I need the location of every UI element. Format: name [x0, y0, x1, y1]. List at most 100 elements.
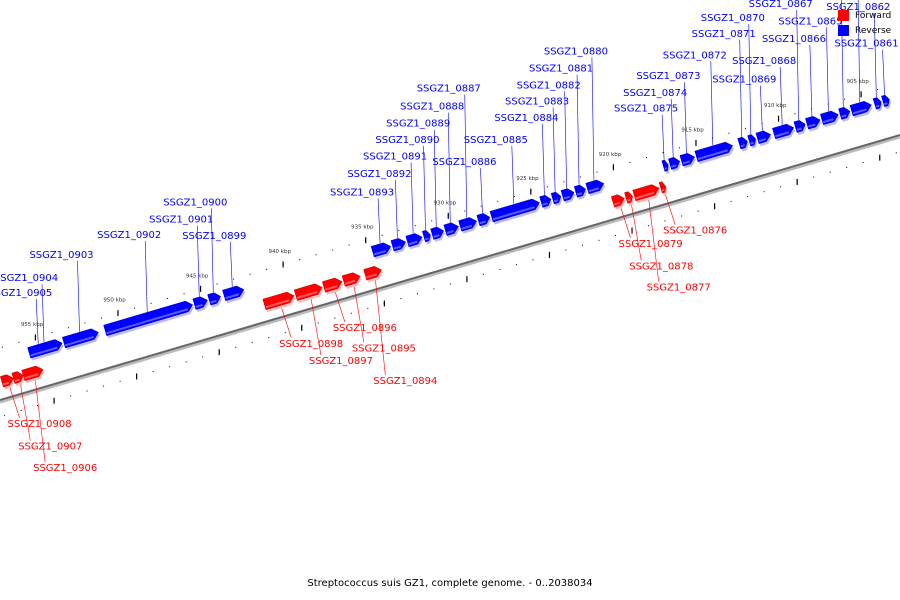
tick-label: 955 kbp [21, 322, 44, 328]
minor-tick [334, 317, 336, 319]
leader-line [77, 260, 80, 332]
leader-line [280, 306, 292, 338]
gene-ssgz1_0906[interactable] [21, 365, 44, 382]
gene-label: SSGZ1_0898 [279, 339, 343, 350]
gene-ssgz1_0861[interactable] [881, 94, 890, 108]
gene-ssgz1_0884[interactable] [539, 194, 552, 208]
minor-tick [664, 220, 666, 222]
gene-label: SSGZ1_0900 [163, 197, 227, 208]
gene-ssgz1_0877[interactable] [632, 184, 660, 202]
tick-label: 905 kbp [847, 79, 870, 85]
gene-highlight [433, 234, 440, 238]
gene-ssgz1_0895[interactable] [341, 272, 361, 287]
gene-ssgz1_0904[interactable] [27, 339, 63, 359]
tick-label: 920 kbp [599, 152, 622, 158]
axis-shadow [0, 135, 900, 404]
gene-ssgz1_0892[interactable] [390, 238, 407, 252]
gene-ssgz1_0879[interactable] [610, 194, 625, 208]
gene-ssgz1_0867[interactable] [793, 120, 806, 133]
gene-ssgz1_0863[interactable] [849, 101, 872, 117]
gene-ssgz1_0894[interactable] [363, 266, 382, 281]
gene-ssgz1_0893[interactable] [370, 242, 392, 258]
minor-tick [464, 210, 466, 212]
minor-tick [67, 327, 69, 329]
leader-line [620, 206, 631, 238]
minor-tick [662, 152, 664, 154]
gene-ssgz1_0868[interactable] [772, 123, 795, 140]
legend-forward-label: Forward [855, 10, 892, 21]
gene-ssgz1_0864[interactable] [838, 106, 851, 120]
gene-ssgz1_0878[interactable] [624, 191, 633, 204]
gene-ssgz1_0886[interactable] [476, 213, 491, 227]
gene-ssgz1_0866[interactable] [805, 116, 821, 130]
gene-highlight [373, 250, 387, 256]
gene-ssgz1_0900[interactable] [207, 292, 222, 306]
tick-label: 945 kbp [186, 273, 209, 279]
minor-tick [4, 414, 6, 416]
minor-tick [582, 244, 584, 246]
gene-label: SSGZ1_0877 [647, 283, 711, 294]
gene-ssgz1_0876[interactable] [658, 181, 666, 194]
leader-line [576, 74, 580, 185]
leader-line [395, 180, 398, 239]
leader-line [334, 290, 346, 323]
gene-ssgz1_0889[interactable] [430, 226, 445, 240]
minor-tick [780, 186, 782, 188]
gene-label: SSGZ1_0889 [386, 119, 450, 130]
gene-ssgz1_0869[interactable] [755, 130, 772, 145]
gene-label: SSGZ1_0901 [149, 215, 213, 226]
gene-features [0, 94, 891, 390]
gene-label: SSGZ1_0892 [347, 169, 411, 180]
gene-ssgz1_0875[interactable] [661, 159, 669, 172]
gene-ssgz1_0902[interactable] [103, 300, 194, 337]
gene-highlight [30, 346, 58, 357]
minor-tick [233, 278, 235, 280]
minor-tick [100, 317, 102, 319]
gene-ssgz1_0881[interactable] [573, 184, 587, 198]
gene-label: SSGZ1_0861 [834, 39, 898, 50]
gene-ssgz1_0887[interactable] [458, 217, 478, 232]
gene-ssgz1_0883[interactable] [550, 191, 562, 205]
gene-ssgz1_0896[interactable] [321, 277, 343, 293]
gene-ssgz1_0872[interactable] [694, 141, 734, 163]
leader-line [564, 91, 567, 189]
gene-label: SSGZ1_0885 [464, 135, 528, 146]
gene-ssgz1_0873[interactable] [679, 153, 696, 167]
gene-ssgz1_0871[interactable] [737, 136, 748, 150]
minor-tick [648, 225, 650, 227]
leader-line [670, 98, 674, 157]
gene-ssgz1_0890[interactable] [421, 230, 431, 243]
gene-ssgz1_0907[interactable] [11, 371, 24, 384]
minor-tick [681, 215, 683, 217]
gene-ssgz1_0899[interactable] [222, 285, 245, 302]
minor-tick [844, 98, 846, 100]
gene-ssgz1_0888[interactable] [443, 222, 459, 236]
gene-ssgz1_0882[interactable] [560, 188, 575, 202]
gene-ssgz1_0865[interactable] [819, 110, 839, 126]
gene-label: SSGZ1_0865 [778, 16, 842, 27]
gene-ssgz1_0874[interactable] [668, 157, 681, 170]
gene-label: SSGZ1_0880 [544, 46, 608, 57]
legend-forward: Forward [838, 8, 891, 23]
gene-ssgz1_0897[interactable] [293, 283, 323, 301]
gene-ssgz1_0880[interactable] [585, 179, 605, 195]
legend: Forward Reverse [838, 8, 891, 38]
leader-line [684, 82, 687, 154]
leader-line [511, 145, 515, 204]
minor-tick [183, 293, 185, 295]
gene-ssgz1_0901[interactable] [192, 296, 208, 310]
minor-tick [169, 366, 171, 368]
gene-label: SSGZ1_0883 [505, 97, 569, 108]
minor-tick [167, 298, 169, 300]
minor-tick [678, 147, 680, 149]
gene-ssgz1_0908[interactable] [0, 374, 14, 388]
gene-ssgz1_0885[interactable] [489, 198, 540, 223]
gene-ssgz1_0862[interactable] [872, 97, 882, 110]
minor-tick [332, 249, 334, 251]
gene-label: SSGZ1_0870 [701, 13, 765, 24]
gene-ssgz1_0891[interactable] [405, 233, 423, 248]
gene-ssgz1_0898[interactable] [262, 291, 295, 311]
minor-tick [317, 322, 319, 324]
gene-ssgz1_0903[interactable] [61, 328, 99, 349]
gene-ssgz1_0870[interactable] [747, 134, 757, 147]
